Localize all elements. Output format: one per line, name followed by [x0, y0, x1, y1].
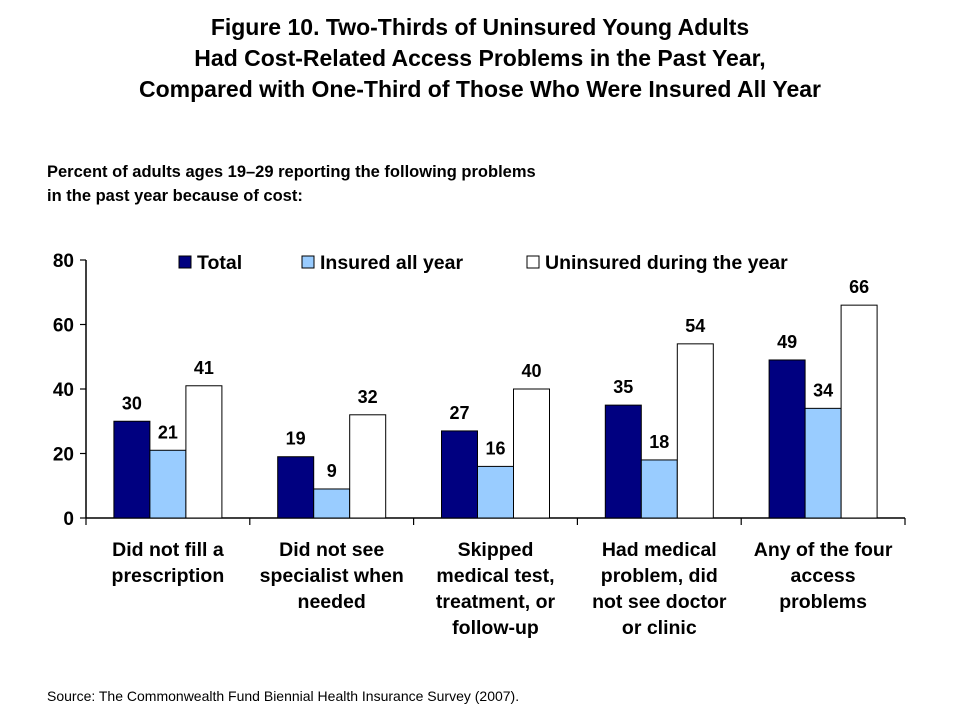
category-label: access: [791, 565, 856, 587]
data-label: 41: [194, 358, 214, 378]
legend-swatch: [178, 255, 192, 269]
category-label: problems: [779, 591, 867, 613]
data-label: 66: [849, 277, 869, 297]
bar-insured-all-year: [477, 465, 514, 519]
chart-title-line-3: Compared with One-Third of Those Who Wer…: [139, 76, 821, 102]
bar-uninsured-during-the-year: [185, 385, 223, 519]
y-tick-label: 80: [53, 251, 74, 272]
data-label: 54: [685, 316, 705, 336]
source-note: Source: The Commonwealth Fund Biennial H…: [47, 688, 520, 704]
data-label: 32: [358, 387, 378, 407]
chart-subtitle-line-1: Percent of adults ages 19–29 reporting t…: [47, 163, 536, 181]
category-label: Any of the four: [754, 539, 893, 561]
category-label: specialist when: [260, 565, 404, 587]
chart-title-line-1: Figure 10. Two-Thirds of Uninsured Young…: [210, 14, 750, 40]
bar-total: [768, 359, 806, 519]
category-label: medical test,: [436, 565, 554, 587]
chart-subtitle-line-2: in the past year because of cost:: [47, 187, 303, 205]
chart-title: Figure 10. Two-Thirds of Uninsured Young…: [0, 12, 960, 105]
legend-swatch: [526, 255, 540, 269]
data-label: 27: [449, 403, 469, 423]
data-label: 18: [649, 432, 669, 452]
data-label: 49: [777, 332, 797, 352]
bar-uninsured-during-the-year: [676, 343, 714, 519]
category-label: follow-up: [452, 617, 539, 639]
legend-swatch: [301, 255, 315, 269]
category-label: or clinic: [622, 617, 697, 639]
category-label: problem, did: [601, 565, 718, 587]
bar-uninsured-during-the-year: [349, 414, 387, 519]
data-label: 19: [286, 429, 306, 449]
bar-insured-all-year: [149, 449, 187, 519]
chart-title-line-2: Had Cost-Related Access Problems in the …: [194, 45, 766, 71]
bar-total: [113, 420, 151, 519]
bar-uninsured-during-the-year: [513, 388, 550, 519]
data-label: 9: [327, 461, 337, 481]
bar-insured-all-year: [640, 459, 678, 519]
category-label: needed: [298, 591, 366, 613]
legend-label: Uninsured during the year: [545, 252, 788, 274]
category-label: treatment, or: [436, 591, 556, 613]
bar-uninsured-during-the-year: [840, 304, 878, 519]
data-label: 30: [122, 393, 142, 413]
category-label: prescription: [112, 565, 225, 587]
bar-insured-all-year: [313, 488, 351, 519]
category-label: Did not fill a: [112, 539, 224, 561]
bar-total: [277, 456, 315, 519]
data-label: 16: [485, 438, 505, 458]
category-label: Had medical: [602, 539, 717, 561]
category-label: Skipped: [458, 539, 534, 561]
legend-label: Total: [197, 252, 242, 274]
y-tick-label: 0: [63, 509, 74, 530]
data-label: 35: [613, 377, 633, 397]
chart-subtitle: Percent of adults ages 19–29 reporting t…: [47, 160, 536, 208]
bar-total: [604, 404, 642, 519]
y-tick-label: 60: [53, 316, 74, 337]
bar-insured-all-year: [804, 407, 842, 519]
data-label: 34: [813, 380, 833, 400]
bar-total: [441, 430, 478, 519]
category-label: Did not see: [279, 539, 384, 561]
category-label: not see doctor: [592, 591, 727, 613]
y-tick-label: 20: [53, 445, 74, 466]
data-label: 40: [521, 361, 541, 381]
data-label: 21: [158, 422, 178, 442]
y-tick-label: 40: [53, 380, 74, 401]
legend-label: Insured all year: [320, 252, 463, 274]
